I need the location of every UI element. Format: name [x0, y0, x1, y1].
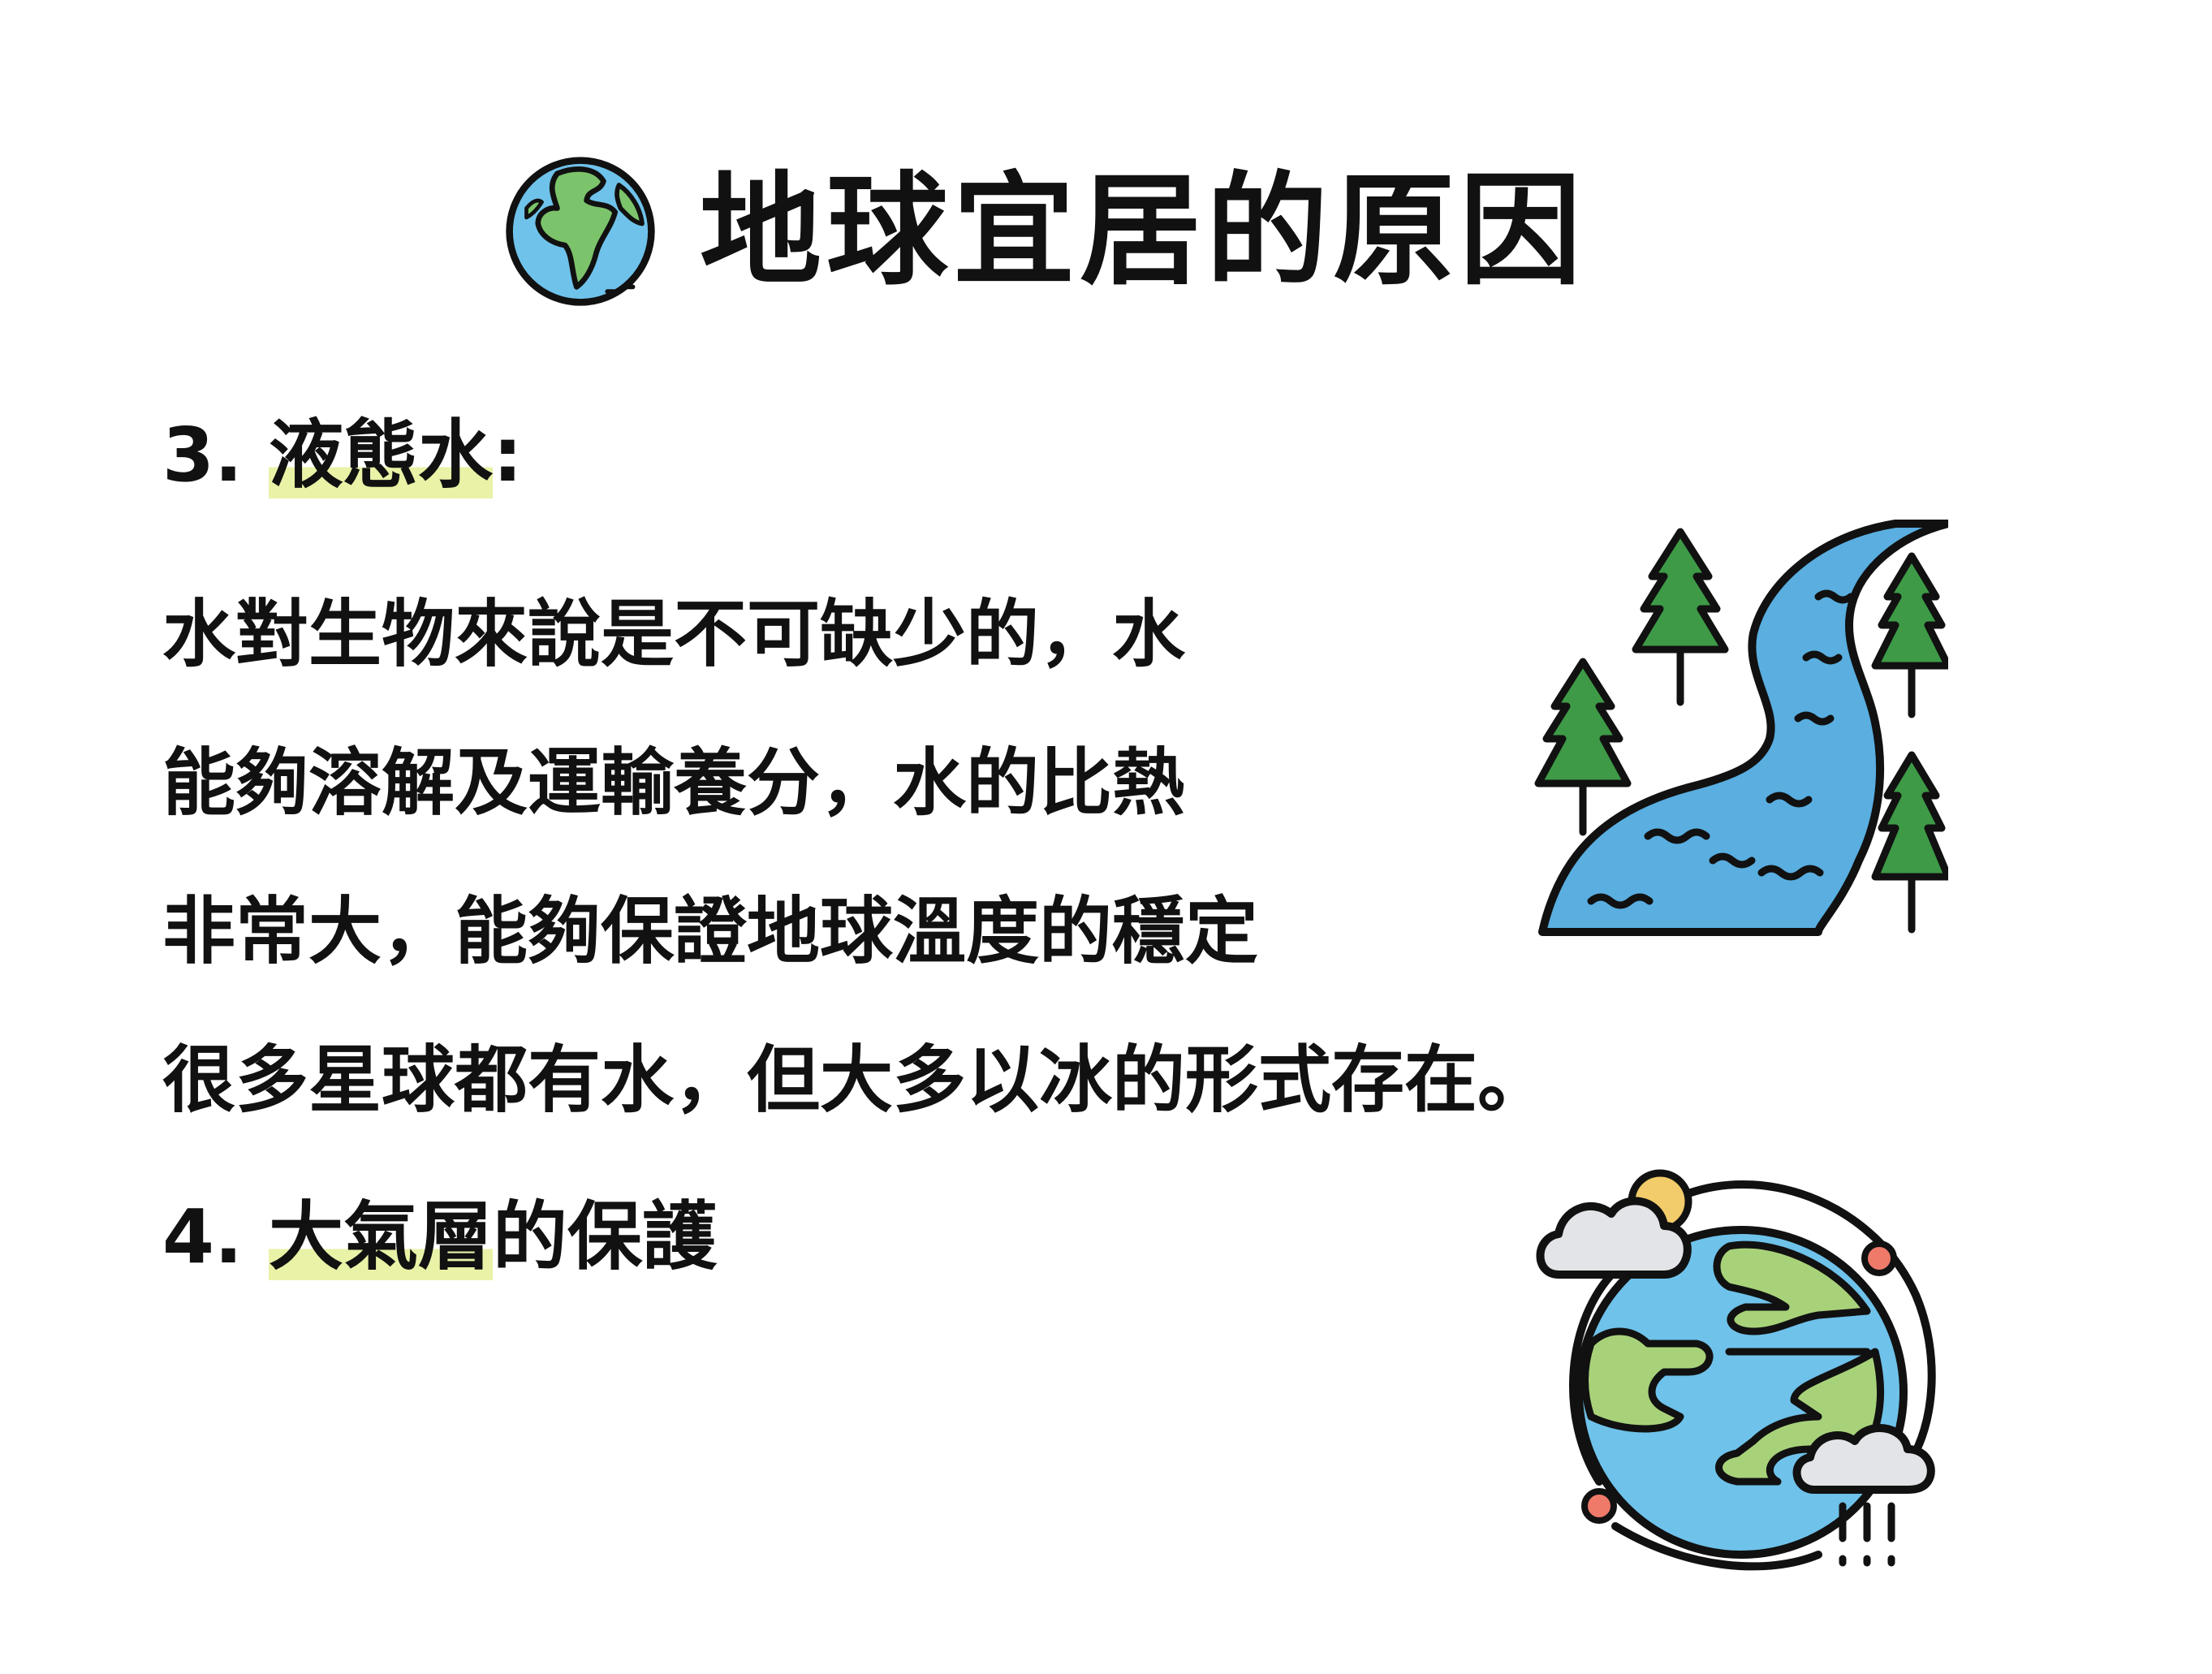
river-forest-icon [1534, 520, 1948, 936]
section3-heading: 3. 液態水: [162, 412, 523, 498]
title-row: 地球宜居的原因 [503, 154, 1586, 308]
paragraph-line: 很多星球都有水，但大多以冰的形式存在。 [162, 1038, 1550, 1123]
paragraph-line: 非常大，能夠保證地球溫度的穩定 [162, 889, 1258, 974]
paragraph-line: 能夠溶解及運輸養分，水的比熱 [162, 740, 1185, 826]
planet-atmosphere-icon [1536, 1169, 1936, 1571]
page-title: 地球宜居的原因 [700, 161, 1587, 302]
section4-rest: 的保護 [493, 1193, 718, 1280]
section3-highlight: 液態水 [269, 412, 494, 498]
section4-number: 4. [162, 1193, 243, 1280]
globe-icon [506, 157, 655, 306]
section3-number: 3. [162, 412, 243, 498]
section4-heading: 4. 大氣層的保護 [162, 1193, 717, 1280]
section3-paragraph: 水對生物來說是不可缺少的，水 能夠溶解及運輸養分，水的比熱 非常大，能夠保證地球… [162, 560, 1550, 1154]
paragraph-line: 水對生物來說是不可缺少的，水 [162, 592, 1185, 677]
section3-colon: : [493, 412, 523, 498]
section4-highlight: 大氣層 [269, 1193, 494, 1280]
